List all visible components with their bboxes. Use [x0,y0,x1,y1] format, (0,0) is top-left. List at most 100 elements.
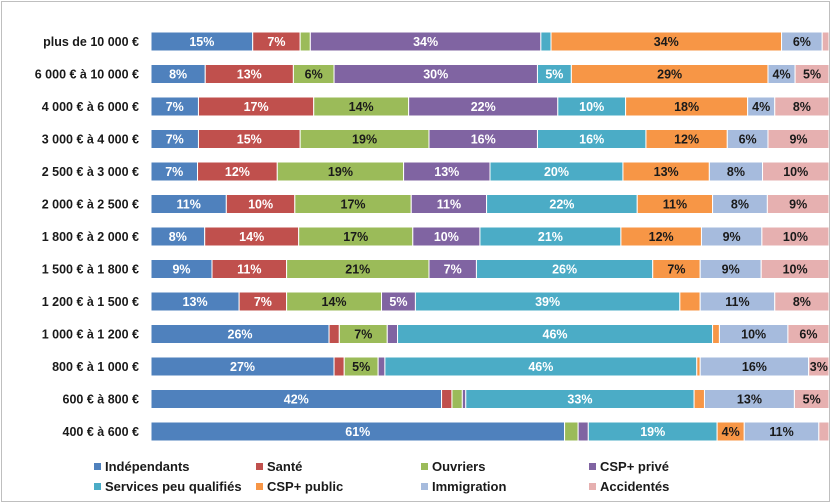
data-label-independants-4: 7% [165,165,183,179]
data-label-immigration-5: 8% [731,198,749,212]
data-label-ouvriers-4: 19% [328,165,353,179]
bar-accidentes-7 [760,259,829,279]
legend-swatch-sante [256,463,263,470]
bar-csp-public-9 [712,324,720,344]
data-label-ouvriers-3: 19% [352,133,377,147]
data-label-independants-9: 26% [228,328,253,342]
data-label-csp-public-4: 13% [654,165,679,179]
legend-label-csp-prive: CSP+ privé [600,459,669,474]
data-label-csp-public-6: 12% [649,230,674,244]
bar-csp-prive-10 [377,356,386,377]
data-label-sante-3: 15% [237,133,262,147]
legend-label-sante: Santé [267,459,302,474]
data-label-independants-5: 11% [176,198,200,212]
category-label-1-500-a-1-800: 1 500 € à 1 800 € [42,263,139,277]
data-label-services-peu-qualifies-8: 39% [535,295,560,309]
data-label-csp-prive-5: 11% [437,198,461,212]
legend-swatch-csp-prive [589,463,596,470]
data-label-services-peu-qualifies-2: 10% [579,100,604,114]
data-label-independants-7: 9% [172,263,190,277]
bar-accidentes-0 [821,31,829,52]
data-label-csp-public-7: 7% [667,263,685,277]
bar-services-peu-qualifies-0 [540,31,552,52]
category-label-600-a-800: 600 € à 800 € [63,393,140,407]
bar-ouvriers-0 [299,31,311,52]
bar-accidentes-4 [762,161,829,182]
data-label-sante-1: 13% [237,68,262,82]
bar-csp-prive-12 [577,421,589,442]
data-label-accidentes-1: 5% [803,68,821,82]
data-label-independants-11: 42% [284,393,309,407]
data-label-immigration-0: 6% [793,35,811,49]
data-label-csp-prive-6: 10% [434,230,459,244]
category-label-2-500-a-3-000: 2 500 € à 3 000 € [42,165,139,179]
data-label-accidentes-6: 10% [783,230,808,244]
data-label-sante-2: 17% [244,100,269,114]
bar-csp-public-10 [696,356,701,377]
bar-accidentes-12 [818,421,829,442]
data-label-csp-prive-3: 16% [471,133,496,147]
category-label-6-000-a-10-000: 6 000 € à 10 000 € [35,68,139,82]
data-label-csp-public-12: 4% [722,425,740,439]
data-label-csp-public-1: 29% [657,68,682,82]
category-label-1-200-a-1-500: 1 200 € à 1 500 € [42,295,139,309]
category-label-plus-de-10-000: plus de 10 000 € [43,35,139,49]
data-label-sante-6: 14% [239,230,264,244]
data-label-services-peu-qualifies-5: 22% [549,198,574,212]
data-label-ouvriers-9: 7% [354,328,372,342]
data-label-independants-0: 15% [189,35,214,49]
data-label-csp-prive-2: 22% [471,100,496,114]
legend-label-ouvriers: Ouvriers [432,459,485,474]
data-label-accidentes-5: 9% [789,198,807,212]
data-label-immigration-1: 4% [773,68,791,82]
data-label-sante-4: 12% [225,165,250,179]
data-label-immigration-4: 8% [727,165,745,179]
legend-label-services-peu-qualifies: Services peu qualifiés [105,479,242,494]
data-label-ouvriers-8: 14% [322,295,347,309]
legend-swatch-immigration [421,483,428,490]
bar-csp-prive-9 [386,324,399,344]
data-label-immigration-12: 11% [769,425,793,439]
data-label-sante-5: 10% [248,198,273,212]
data-label-services-peu-qualifies-7: 26% [552,263,577,277]
data-label-ouvriers-10: 5% [352,360,370,374]
data-label-immigration-2: 4% [752,100,770,114]
legend-label-independants: Indépendants [105,459,190,474]
data-label-services-peu-qualifies-10: 46% [528,360,553,374]
data-label-services-peu-qualifies-9: 46% [543,328,568,342]
legend-swatch-independants [94,463,101,470]
data-label-immigration-11: 13% [737,393,762,407]
data-label-immigration-3: 6% [739,133,757,147]
data-label-immigration-10: 16% [742,360,767,374]
data-label-services-peu-qualifies-12: 19% [640,425,665,439]
data-label-ouvriers-2: 14% [349,100,374,114]
data-label-immigration-8: 11% [725,295,749,309]
category-labels: plus de 10 000 € 6 000 € à 10 000 € 4 000 … [35,35,139,439]
data-label-csp-prive-1: 30% [423,68,448,82]
bar-accidentes-8 [774,291,829,312]
data-label-services-peu-qualifies-1: 5% [545,68,563,82]
legend-swatch-services-peu-qualifies [94,483,101,490]
data-label-accidentes-8: 8% [793,295,811,309]
data-label-independants-12: 61% [345,425,370,439]
data-label-csp-prive-8: 5% [389,295,407,309]
data-label-csp-prive-0: 34% [413,35,438,49]
category-label-3-000-a-4-000: 3 000 € à 4 000 € [42,133,139,147]
bar-csp-prive-11 [461,389,467,409]
category-label-400-a-600: 400 € à 600 € [63,425,140,439]
category-label-4-000-a-6-000: 4 000 € à 6 000 € [42,100,139,114]
legend-label-accidentes: Accidentés [600,479,669,494]
data-label-accidentes-9: 6% [799,328,817,342]
data-label-services-peu-qualifies-3: 16% [579,133,604,147]
data-label-ouvriers-1: 6% [305,68,323,82]
legend-label-immigration: Immigration [432,479,506,494]
category-label-1-000-a-1-200: 1 000 € à 1 200 € [42,328,139,342]
data-label-independants-3: 7% [166,133,184,147]
data-label-independants-6: 8% [169,230,187,244]
data-label-csp-public-5: 11% [663,198,687,212]
data-label-independants-1: 8% [169,68,187,82]
legend: Indépendants Santé Ouvriers CSP+ privé Servi… [94,459,669,494]
data-label-csp-public-2: 18% [674,100,699,114]
data-label-ouvriers-7: 21% [345,263,370,277]
data-label-services-peu-qualifies-6: 21% [538,230,563,244]
